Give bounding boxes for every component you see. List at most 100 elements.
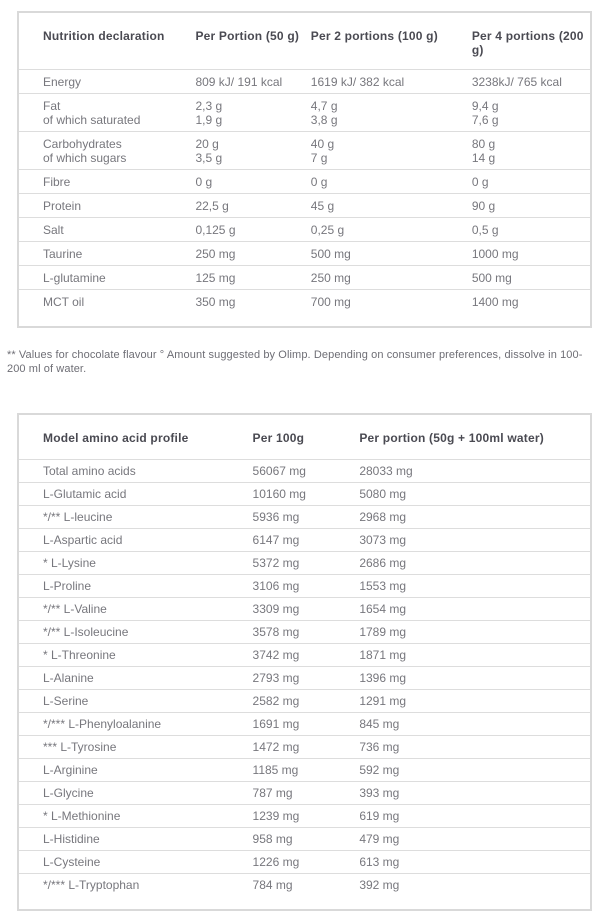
value-per-portion: 28033 mg: [359, 459, 590, 483]
value-per-portion: 2968 mg: [359, 505, 590, 529]
value-per-100g: 3578 mg: [252, 620, 360, 644]
row-label: * L-Methionine: [19, 804, 253, 828]
table-row-l-proline: L-Proline 3106 mg 1553 mg: [19, 574, 590, 598]
table-row-l-histidine: L-Histidine 958 mg 479 mg: [19, 827, 590, 851]
row-label: L-Arginine: [19, 758, 253, 782]
column-header-nutrition-declaration: Nutrition declaration: [19, 21, 196, 70]
value-per-100g: 1472 mg: [252, 735, 360, 759]
column-header-amino-profile: Model amino acid profile: [19, 423, 253, 460]
row-label: L-Proline: [19, 574, 253, 598]
table-row-l-lysine: * L-Lysine 5372 mg 2686 mg: [19, 551, 590, 575]
value-per-portion: 845 mg: [359, 712, 590, 736]
value-per-4-portions: 9,4 g 7,6 g: [471, 93, 590, 132]
row-label: */*** L-Tryptophan: [43, 878, 140, 892]
amino-acid-profile-card: Model amino acid profile Per 100g Per po…: [17, 413, 592, 911]
row-label: L-Histidine: [19, 827, 253, 851]
value-per-portion: 1396 mg: [359, 666, 590, 690]
table-row-l-threonine: * L-Threonine 3742 mg 1871 mg: [19, 643, 590, 667]
value-per-2-portions: 500 mg: [310, 241, 472, 266]
amino-header-row: Model amino acid profile Per 100g Per po…: [19, 423, 590, 460]
value-per-portion: 5080 mg: [359, 482, 590, 506]
value-per-4-portions: 0 g: [471, 169, 590, 194]
value-per-portion: 350 mg: [195, 295, 236, 309]
value-per-2-portions: 250 mg: [310, 265, 472, 290]
row-label: Fibre: [19, 169, 196, 194]
table-row-l-methionine: * L-Methionine 1239 mg 619 mg: [19, 804, 590, 828]
value-per-portion: 20 g 3,5 g: [195, 131, 311, 170]
row-label: */** L-Valine: [19, 597, 253, 621]
table-row-protein: Protein 22,5 g 45 g 90 g: [19, 193, 590, 218]
value-per-100g: 5372 mg: [252, 551, 360, 575]
table-row-l-isoleucine: */** L-Isoleucine 3578 mg 1789 mg: [19, 620, 590, 644]
column-header-per-100g: Per 100g: [252, 423, 360, 460]
value-per-portion: 613 mg: [359, 850, 590, 874]
table-row-energy: Energy 809 kJ/ 191 kcal 1619 kJ/ 382 kca…: [19, 69, 590, 94]
table-row-mct-oil: MCT oil 350 mg 700 mg 1400 mg: [19, 290, 590, 314]
value-per-100g: 2582 mg: [252, 689, 360, 713]
value-per-100g: 784 mg: [252, 878, 293, 892]
table-row-l-alanine: L-Alanine 2793 mg 1396 mg: [19, 666, 590, 690]
value-per-4-portions: 80 g 14 g: [471, 131, 590, 170]
value-per-portion: 2,3 g 1,9 g: [195, 93, 311, 132]
value-per-portion: 3073 mg: [359, 528, 590, 552]
row-label: L-Glutamic acid: [19, 482, 253, 506]
table-row-fat: Fat of which saturated 2,3 g 1,9 g 4,7 g…: [19, 93, 590, 132]
table-row-l-serine: L-Serine 2582 mg 1291 mg: [19, 689, 590, 713]
table-row-carbohydrates: Carbohydrates of which sugars 20 g 3,5 g…: [19, 131, 590, 170]
amino-acid-profile-table: Model amino acid profile Per 100g Per po…: [19, 423, 590, 896]
value-per-portion: 619 mg: [359, 804, 590, 828]
value-per-portion: 0,125 g: [195, 217, 311, 242]
value-per-100g: 1226 mg: [252, 850, 360, 874]
table-row-salt: Salt 0,125 g 0,25 g 0,5 g: [19, 217, 590, 242]
row-label: */** L-leucine: [19, 505, 253, 529]
value-per-100g: 3742 mg: [252, 643, 360, 667]
row-label: L-Alanine: [19, 666, 253, 690]
value-per-100g: 10160 mg: [252, 482, 360, 506]
value-per-100g: 3309 mg: [252, 597, 360, 621]
row-label: Salt: [19, 217, 196, 242]
nutrition-declaration-card: Nutrition declaration Per Portion (50 g)…: [17, 11, 592, 328]
table-row-l-phenyloalanine: */*** L-Phenyloalanine 1691 mg 845 mg: [19, 712, 590, 736]
row-label: Taurine: [19, 241, 196, 266]
value-per-2-portions: 0 g: [310, 169, 472, 194]
flavour-footnote: ** Values for chocolate flavour ° Amount…: [7, 349, 583, 375]
table-row-total-amino-acids: Total amino acids 56067 mg 28033 mg: [19, 459, 590, 483]
nutrition-declaration-table: Nutrition declaration Per Portion (50 g)…: [19, 21, 590, 313]
value-per-portion: 736 mg: [359, 735, 590, 759]
value-per-4-portions: 3238kJ/ 765 kcal: [471, 69, 590, 94]
row-label: L-Glycine: [19, 781, 253, 805]
nutrition-header-row: Nutrition declaration Per Portion (50 g)…: [19, 21, 590, 70]
value-per-100g: 5936 mg: [252, 505, 360, 529]
value-per-portion: 1654 mg: [359, 597, 590, 621]
value-per-portion: 125 mg: [195, 265, 311, 290]
table-row-taurine: Taurine 250 mg 500 mg 1000 mg: [19, 241, 590, 266]
value-per-portion: 393 mg: [359, 781, 590, 805]
table-row-l-aspartic-acid: L-Aspartic acid 6147 mg 3073 mg: [19, 528, 590, 552]
row-label: *** L-Tyrosine: [19, 735, 253, 759]
value-per-portion: 592 mg: [359, 758, 590, 782]
value-per-portion: 479 mg: [359, 827, 590, 851]
row-label: Carbohydrates of which sugars: [19, 131, 196, 170]
row-label: L-Serine: [19, 689, 253, 713]
value-per-portion: 22,5 g: [195, 193, 311, 218]
value-per-2-portions: 1619 kJ/ 382 kcal: [310, 69, 472, 94]
table-row-l-glutamic-acid: L-Glutamic acid 10160 mg 5080 mg: [19, 482, 590, 506]
row-label: L-Aspartic acid: [19, 528, 253, 552]
table-row-l-tyrosine: *** L-Tyrosine 1472 mg 736 mg: [19, 735, 590, 759]
value-per-4-portions: 1400 mg: [471, 295, 519, 309]
value-per-100g: 1691 mg: [252, 712, 360, 736]
row-label: Energy: [19, 69, 196, 94]
row-label: MCT oil: [43, 295, 85, 309]
row-label: */*** L-Phenyloalanine: [19, 712, 253, 736]
row-label: L-Cysteine: [19, 850, 253, 874]
value-per-portion: 250 mg: [195, 241, 311, 266]
value-per-4-portions: 0,5 g: [471, 217, 590, 242]
table-row-fibre: Fibre 0 g 0 g 0 g: [19, 169, 590, 194]
column-header-per-portion: Per Portion (50 g): [195, 21, 311, 70]
value-per-portion: 2686 mg: [359, 551, 590, 575]
value-per-2-portions: 4,7 g 3,8 g: [310, 93, 472, 132]
value-per-portion: 0 g: [195, 169, 311, 194]
row-label: */** L-Isoleucine: [19, 620, 253, 644]
table-row-l-glutamine: L-glutamine 125 mg 250 mg 500 mg: [19, 265, 590, 290]
value-per-portion: 1553 mg: [359, 574, 590, 598]
